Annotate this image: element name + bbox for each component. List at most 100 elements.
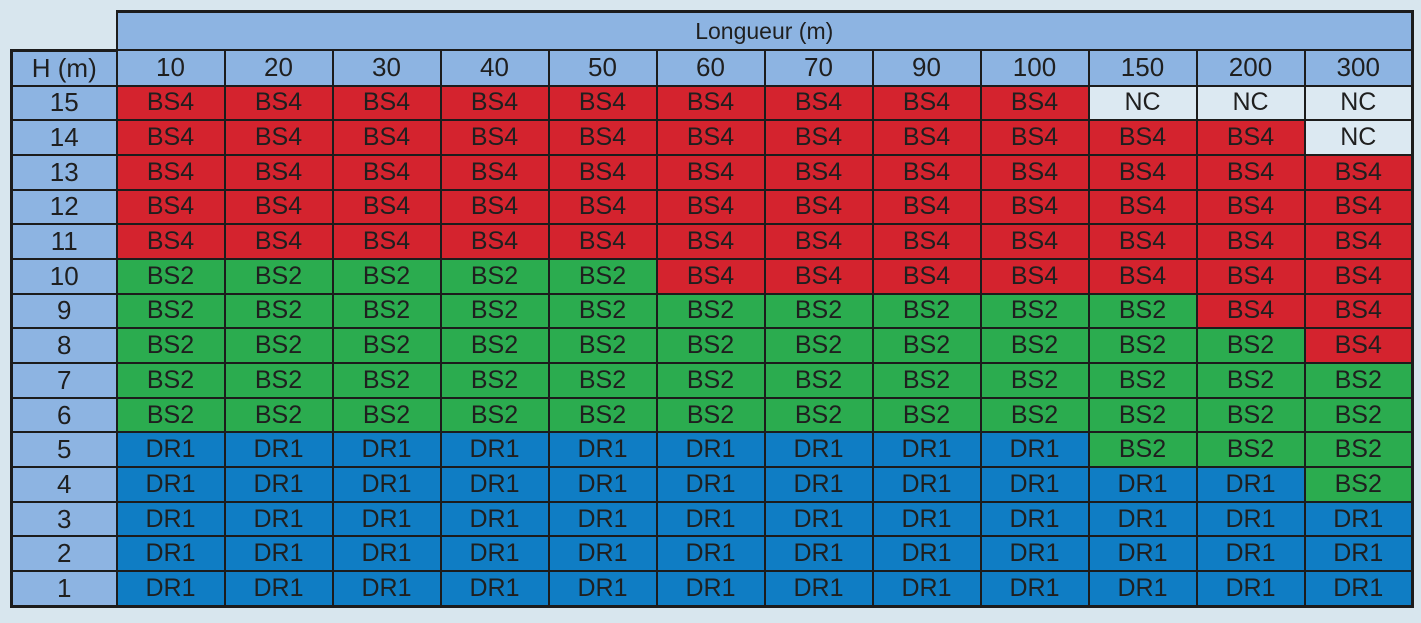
matrix-row-h2: 2 DR1 DR1 DR1 DR1 DR1 DR1 DR1 DR1 DR1 DR1 DR1 DR1 (10, 535, 1414, 573)
matrix-row-h14: 14 BS4 BS4 BS4 BS4 BS4 BS4 BS4 BS4 BS4 BS4 BS4 NC (10, 119, 1414, 156)
matrix-row-h9: 9 BS2 BS2 BS2 BS2 BS2 BS2 BS2 BS2 BS2 BS2 BS4 BS4 (10, 292, 1414, 330)
matrix-cell-h9-l100: BS2 (979, 292, 1090, 330)
matrix-cell-h15-l300: NC (1303, 84, 1414, 122)
matrix-cell-h6-l60: BS2 (655, 396, 766, 434)
matrix-cell-h14-l60: BS4 (655, 119, 766, 156)
matrix-row-h12: 12 BS4 BS4 BS4 BS4 BS4 BS4 BS4 BS4 BS4 BS4 BS4 BS4 (10, 188, 1414, 226)
corner-h-label: H (m) (10, 48, 118, 87)
row-header-10: 10 (10, 257, 118, 295)
matrix-cell-h14-l150: BS4 (1087, 119, 1198, 156)
column-header-300: 300 (1303, 49, 1414, 87)
matrix-cell-h13-l70: BS4 (763, 153, 874, 191)
matrix-cell-h4-l40: DR1 (439, 466, 550, 503)
matrix-cell-h11-l40: BS4 (439, 223, 550, 260)
matrix-cell-h8-l50: BS2 (547, 327, 658, 364)
matrix-cell-h15-l100: BS4 (979, 84, 1090, 122)
row-header-3: 3 (10, 500, 118, 538)
matrix-cell-h10-l60: BS4 (655, 257, 766, 295)
matrix-cell-h7-l10: BS2 (115, 362, 226, 399)
matrix-cell-h3-l90: DR1 (871, 500, 982, 538)
matrix-row-h13: 13 BS4 BS4 BS4 BS4 BS4 BS4 BS4 BS4 BS4 BS4 BS4 BS4 (10, 153, 1414, 191)
column-header-200: 200 (1195, 49, 1306, 87)
matrix-cell-h2-l40: DR1 (439, 535, 550, 573)
matrix-row-h15: 15 BS4 BS4 BS4 BS4 BS4 BS4 BS4 BS4 BS4 NC NC NC (10, 84, 1414, 122)
matrix-cell-h13-l300: BS4 (1303, 153, 1414, 191)
matrix-cell-h2-l150: DR1 (1087, 535, 1198, 573)
matrix-cell-h5-l50: DR1 (547, 431, 658, 469)
matrix-cell-h10-l10: BS2 (115, 257, 226, 295)
matrix-cell-h15-l40: BS4 (439, 84, 550, 122)
matrix-cell-h5-l200: BS2 (1195, 431, 1306, 469)
matrix-cell-h13-l200: BS4 (1195, 153, 1306, 191)
matrix-row-h3: 3 DR1 DR1 DR1 DR1 DR1 DR1 DR1 DR1 DR1 DR1 DR1 DR1 (10, 500, 1414, 538)
matrix-cell-h9-l150: BS2 (1087, 292, 1198, 330)
matrix-row-h8: 8 BS2 BS2 BS2 BS2 BS2 BS2 BS2 BS2 BS2 BS2 BS2 BS4 (10, 327, 1414, 364)
matrix-cell-h15-l20: BS4 (223, 84, 334, 122)
matrix-cell-h5-l10: DR1 (115, 431, 226, 469)
row-header-13: 13 (10, 153, 118, 191)
matrix-cell-h14-l50: BS4 (547, 119, 658, 156)
matrix-cell-h13-l50: BS4 (547, 153, 658, 191)
matrix-cell-h8-l20: BS2 (223, 327, 334, 364)
column-header-30: 30 (331, 49, 442, 87)
matrix-cell-h3-l10: DR1 (115, 500, 226, 538)
matrix-cell-h8-l40: BS2 (439, 327, 550, 364)
matrix-cell-h4-l300: BS2 (1303, 466, 1414, 503)
matrix-cell-h2-l200: DR1 (1195, 535, 1306, 573)
column-header-40: 40 (439, 49, 550, 87)
matrix-cell-h9-l30: BS2 (331, 292, 442, 330)
matrix-cell-h9-l70: BS2 (763, 292, 874, 330)
matrix-cell-h11-l100: BS4 (979, 223, 1090, 260)
row-header-14: 14 (10, 119, 118, 156)
matrix-cell-h10-l100: BS4 (979, 257, 1090, 295)
matrix-cell-h7-l60: BS2 (655, 362, 766, 399)
matrix-cell-h11-l300: BS4 (1303, 223, 1414, 260)
column-header-70: 70 (763, 49, 874, 87)
matrix-cell-h4-l20: DR1 (223, 466, 334, 503)
matrix-cell-h7-l50: BS2 (547, 362, 658, 399)
matrix-cell-h5-l40: DR1 (439, 431, 550, 469)
matrix-cell-h3-l40: DR1 (439, 500, 550, 538)
matrix-row-h6: 6 BS2 BS2 BS2 BS2 BS2 BS2 BS2 BS2 BS2 BS2 BS2 BS2 (10, 396, 1414, 434)
matrix-cell-h13-l150: BS4 (1087, 153, 1198, 191)
matrix-cell-h10-l20: BS2 (223, 257, 334, 295)
matrix-cell-h6-l100: BS2 (979, 396, 1090, 434)
matrix-cell-h10-l200: BS4 (1195, 257, 1306, 295)
matrix-cell-h13-l90: BS4 (871, 153, 982, 191)
matrix-cell-h14-l70: BS4 (763, 119, 874, 156)
matrix-cell-h1-l40: DR1 (439, 570, 550, 608)
matrix-cell-h12-l300: BS4 (1303, 188, 1414, 226)
matrix-cell-h7-l70: BS2 (763, 362, 874, 399)
matrix-cell-h12-l10: BS4 (115, 188, 226, 226)
corner-spacer (12, 12, 117, 51)
matrix-cell-h3-l200: DR1 (1195, 500, 1306, 538)
matrix-row-h4: 4 DR1 DR1 DR1 DR1 DR1 DR1 DR1 DR1 DR1 DR1 DR1 BS2 (10, 466, 1414, 503)
column-header-row: H (m) 10 20 30 40 50 60 70 90 100 150 200 300 (10, 48, 1414, 87)
longueur-height-matrix: Longueur (m) H (m) 10 20 30 40 50 60 70 90 100 15… (10, 10, 1414, 608)
row-header-9: 9 (10, 292, 118, 330)
matrix-cell-h4-l200: DR1 (1195, 466, 1306, 503)
matrix-cell-h7-l200: BS2 (1195, 362, 1306, 399)
matrix-cell-h6-l90: BS2 (871, 396, 982, 434)
matrix-cell-h12-l20: BS4 (223, 188, 334, 226)
matrix-cell-h5-l70: DR1 (763, 431, 874, 469)
matrix-cell-h8-l300: BS4 (1303, 327, 1414, 364)
matrix-cell-h13-l40: BS4 (439, 153, 550, 191)
column-header-20: 20 (223, 49, 334, 87)
matrix-cell-h3-l60: DR1 (655, 500, 766, 538)
matrix-cell-h10-l50: BS2 (547, 257, 658, 295)
matrix-cell-h1-l300: DR1 (1303, 570, 1414, 608)
matrix-row-h1: 1 DR1 DR1 DR1 DR1 DR1 DR1 DR1 DR1 DR1 DR1 DR1 DR1 (10, 570, 1414, 608)
matrix-cell-h6-l200: BS2 (1195, 396, 1306, 434)
matrix-cell-h1-l200: DR1 (1195, 570, 1306, 608)
column-header-90: 90 (871, 49, 982, 87)
matrix-cell-h9-l200: BS4 (1195, 292, 1306, 330)
matrix-cell-h6-l40: BS2 (439, 396, 550, 434)
matrix-cell-h4-l150: DR1 (1087, 466, 1198, 503)
matrix-row-h11: 11 BS4 BS4 BS4 BS4 BS4 BS4 BS4 BS4 BS4 BS4 BS4 BS4 (10, 223, 1414, 260)
matrix-cell-h15-l60: BS4 (655, 84, 766, 122)
matrix-cell-h12-l200: BS4 (1195, 188, 1306, 226)
matrix-cell-h6-l20: BS2 (223, 396, 334, 434)
matrix-cell-h11-l20: BS4 (223, 223, 334, 260)
matrix-row-h10: 10 BS2 BS2 BS2 BS2 BS2 BS4 BS4 BS4 BS4 BS4 BS4 BS4 (10, 257, 1414, 295)
